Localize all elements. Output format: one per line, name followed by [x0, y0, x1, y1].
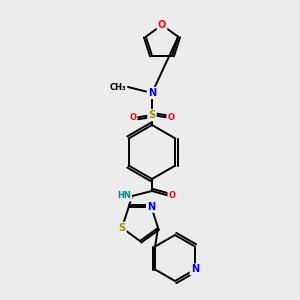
Text: S: S	[148, 110, 156, 120]
Text: O: O	[169, 191, 176, 200]
Text: O: O	[130, 113, 136, 122]
Text: S: S	[118, 223, 125, 233]
Text: N: N	[191, 265, 199, 275]
Text: O: O	[158, 20, 166, 30]
Text: N: N	[148, 88, 156, 98]
Text: N: N	[147, 202, 155, 212]
Text: HN: HN	[117, 191, 131, 200]
Text: O: O	[167, 113, 175, 122]
Text: CH₃: CH₃	[110, 82, 126, 91]
